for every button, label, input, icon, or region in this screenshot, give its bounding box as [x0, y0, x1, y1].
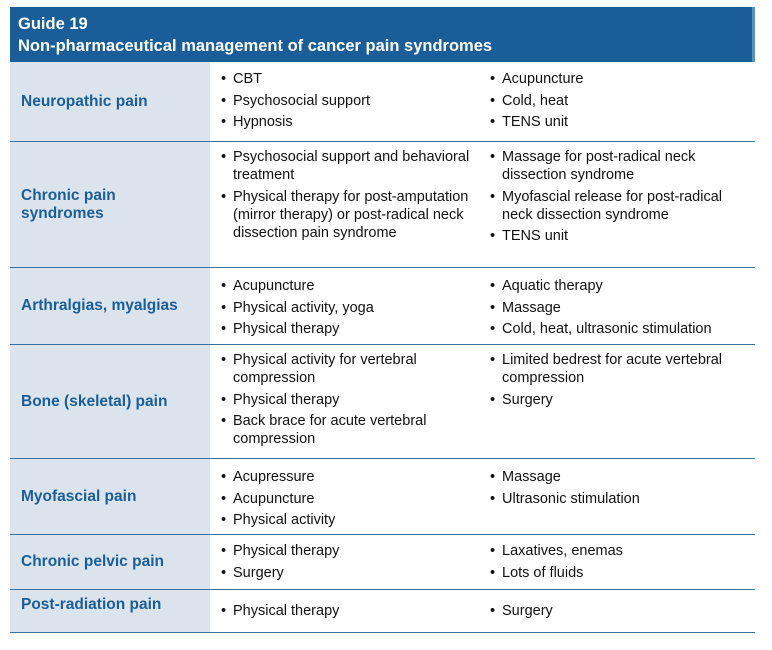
- list-item: Limited bedrest for acute vertebral comp…: [489, 351, 755, 387]
- list-item: Back brace for acute vertebral compressi…: [220, 412, 479, 448]
- list-item: Myofascial release for post-radical neck…: [489, 188, 755, 224]
- guide-number: Guide 19: [18, 15, 88, 33]
- guide-table: Guide 19 Non-pharmaceutical management o…: [10, 7, 755, 633]
- table-row: Chronic pain syndromes Psychosocial supp…: [10, 142, 755, 268]
- list-item: Physical therapy: [220, 391, 479, 409]
- row-label: Neuropathic pain: [10, 62, 210, 141]
- row-label-text: Post-radiation pain: [21, 596, 162, 613]
- row-label: Arthralgias, myalgias: [10, 268, 210, 344]
- list-item: TENS unit: [489, 227, 755, 245]
- list-item: Massage for post-radical neck dissection…: [489, 148, 755, 184]
- right-column: Surgery: [479, 590, 755, 632]
- list-item: Physical activity for vertebral compress…: [220, 351, 479, 387]
- table-row: Bone (skeletal) pain Physical activity f…: [10, 345, 755, 459]
- table-row: Chronic pelvic pain Physical therapy Sur…: [10, 535, 755, 590]
- row-label-text: Myofascial pain: [21, 487, 137, 505]
- list-item: Hypnosis: [220, 113, 479, 131]
- guide-header: Guide 19 Non-pharmaceutical management o…: [10, 7, 755, 62]
- row-label: Bone (skeletal) pain: [10, 345, 210, 458]
- list-item: Massage: [489, 468, 755, 486]
- guide-title: Non-pharmaceutical management of cancer …: [18, 37, 493, 55]
- list-item: Acupuncture: [489, 70, 755, 88]
- table-row: Post-radiation pain Physical therapy Sur…: [10, 590, 755, 633]
- list-item: Surgery: [220, 564, 479, 582]
- header-accent-bar: [752, 7, 755, 62]
- right-column: Laxatives, enemas Lots of fluids: [479, 535, 755, 589]
- row-label-text: Neuropathic pain: [21, 92, 148, 110]
- list-item: Acupuncture: [220, 490, 479, 508]
- list-item: Lots of fluids: [489, 564, 755, 582]
- left-column: Acupuncture Physical activity, yoga Phys…: [210, 268, 479, 344]
- list-item: Physical activity: [220, 511, 479, 529]
- list-item: Aquatic therapy: [489, 277, 755, 295]
- row-label: Chronic pelvic pain: [10, 535, 210, 589]
- row-label: Chronic pain syndromes: [10, 142, 210, 267]
- list-item: Cold, heat: [489, 92, 755, 110]
- list-item: Physical therapy: [220, 542, 479, 560]
- list-item: Physical activity, yoga: [220, 299, 479, 317]
- table-row: Arthralgias, myalgias Acupuncture Physic…: [10, 268, 755, 345]
- row-label-text: Bone (skeletal) pain: [21, 392, 168, 410]
- left-column: Acupressure Acupuncture Physical activit…: [210, 459, 479, 534]
- list-item: Cold, heat, ultrasonic stimulation: [489, 320, 755, 338]
- left-column: CBT Psychosocial support Hypnosis: [210, 62, 479, 141]
- table-row: Neuropathic pain CBT Psychosocial suppor…: [10, 62, 755, 142]
- row-label-text: Arthralgias, myalgias: [21, 297, 178, 314]
- list-item: Surgery: [489, 602, 755, 620]
- list-item: Massage: [489, 299, 755, 317]
- right-column: Massage for post-radical neck dissection…: [479, 142, 755, 267]
- list-item: Laxatives, enemas: [489, 542, 755, 560]
- row-label-text: Chronic pelvic pain: [21, 553, 164, 570]
- right-column: Limited bedrest for acute vertebral comp…: [479, 345, 755, 458]
- row-label: Post-radiation pain: [10, 590, 210, 632]
- list-item: Physical therapy for post-amputation (mi…: [220, 188, 479, 242]
- list-item: Psychosocial support and behavioral trea…: [220, 148, 479, 184]
- right-column: Aquatic therapy Massage Cold, heat, ultr…: [479, 268, 755, 344]
- list-item: Physical therapy: [220, 320, 479, 338]
- list-item: Ultrasonic stimulation: [489, 490, 755, 508]
- row-label-text: Chronic pain syndromes: [21, 186, 116, 222]
- list-item: Acupuncture: [220, 277, 479, 295]
- list-item: TENS unit: [489, 113, 755, 131]
- table-row: Myofascial pain Acupressure Acupuncture …: [10, 459, 755, 535]
- left-column: Psychosocial support and behavioral trea…: [210, 142, 479, 267]
- right-column: Massage Ultrasonic stimulation: [479, 459, 755, 534]
- list-item: Acupressure: [220, 468, 479, 486]
- list-item: Surgery: [489, 391, 755, 409]
- list-item: CBT: [220, 70, 479, 88]
- left-column: Physical activity for vertebral compress…: [210, 345, 479, 458]
- list-item: Physical therapy: [220, 602, 479, 620]
- left-column: Physical therapy: [210, 590, 479, 632]
- right-column: Acupuncture Cold, heat TENS unit: [479, 62, 755, 141]
- row-label: Myofascial pain: [10, 459, 210, 534]
- list-item: Psychosocial support: [220, 92, 479, 110]
- left-column: Physical therapy Surgery: [210, 535, 479, 589]
